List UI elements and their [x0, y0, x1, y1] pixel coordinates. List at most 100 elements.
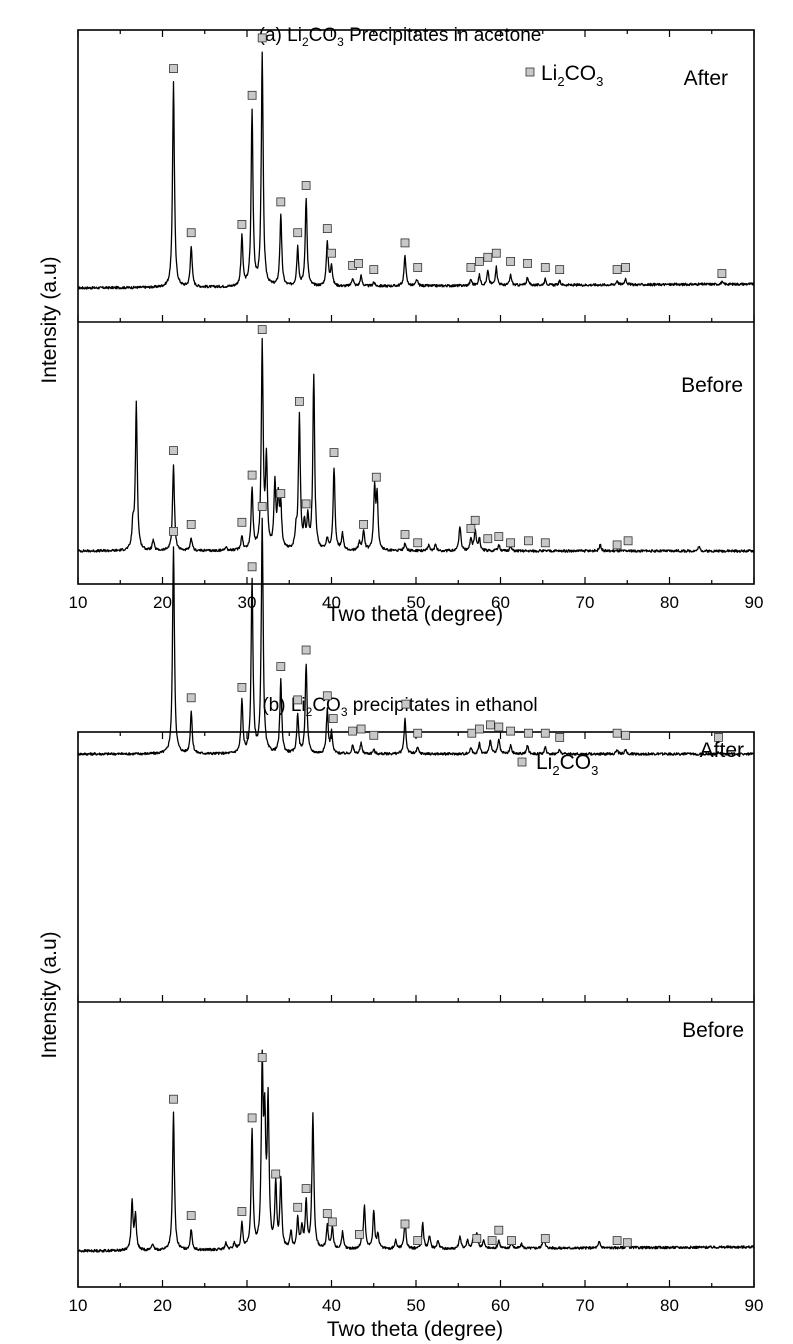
li2co3-marker: [612, 728, 622, 738]
li2co3-marker: [186, 1211, 196, 1220]
chart-b-plot: 10 20 30 40 50 60 70 80 90: [69, 502, 764, 1315]
li2co3-marker: [413, 263, 423, 272]
li2co3-marker: [301, 181, 311, 190]
li2co3-marker: [523, 258, 532, 268]
chart-b-title: (b) Li2CO3 precipitates in ethanol: [262, 695, 537, 719]
li2co3-marker: [322, 224, 332, 234]
li2co3-marker: [356, 724, 366, 734]
chart-b-before-label: Before: [682, 1019, 744, 1042]
li2co3-marker: [413, 538, 423, 548]
x-tick-label: 90: [745, 593, 764, 612]
li2co3-marker: [524, 536, 533, 546]
li2co3-marker: [328, 714, 338, 723]
li2co3-marker: [506, 256, 516, 266]
li2co3-marker: [322, 1209, 332, 1218]
chart-a-after-label: After: [684, 67, 728, 90]
li2co3-marker: [612, 1236, 622, 1245]
li2co3-marker: [294, 396, 304, 406]
li2co3-marker: [621, 263, 630, 272]
li2co3-marker: [247, 90, 257, 100]
plot-frame: [77, 29, 755, 585]
li2co3-marker: [293, 228, 303, 238]
chart-b-after-label: After: [700, 739, 744, 762]
li2co3-marker: [276, 197, 286, 207]
li2co3-marker: [186, 520, 196, 529]
li2co3-marker: [400, 1219, 410, 1229]
li2co3-marker: [257, 1053, 267, 1062]
chart-a-xlabel: Two theta (degree): [327, 603, 503, 626]
li2co3-marker: [555, 265, 565, 275]
li2co3-marker: [622, 1238, 632, 1248]
xrd-trace-after: [77, 51, 755, 290]
li2co3-marker: [621, 730, 630, 740]
chart-b-legend-label: Li2CO3: [536, 751, 598, 778]
li2co3-marker: [717, 269, 727, 279]
x-tick-label: 60: [491, 593, 510, 612]
xrd-trace-before: [77, 1049, 755, 1253]
li2co3-marker: [276, 489, 286, 499]
x-tick-label: 20: [153, 593, 172, 612]
li2co3-marker: [293, 1202, 303, 1212]
li2co3-marker: [237, 1207, 247, 1216]
li2co3-marker: [348, 726, 358, 736]
li2co3-marker: [506, 726, 516, 736]
li2co3-marker: [714, 733, 723, 742]
li2co3-marker: [401, 699, 411, 709]
x-tick-label: 50: [407, 1296, 426, 1315]
chart-a-title: (a) Li2CO3 Precipitates in acetone: [259, 25, 542, 49]
li2co3-marker: [400, 530, 410, 539]
li2co3-marker: [237, 517, 247, 527]
li2co3-marker: [540, 1234, 550, 1243]
legend-marker-icon: [525, 67, 535, 77]
x-tick-label: 70: [576, 1296, 595, 1315]
chart-b-legend: Li2CO3: [517, 751, 598, 778]
li2co3-marker: [247, 1113, 257, 1123]
x-tick-label: 90: [745, 1296, 764, 1315]
chart-a-legend: Li2CO3: [525, 62, 603, 89]
li2co3-marker: [487, 1236, 497, 1245]
li2co3-marker: [494, 532, 504, 541]
x-tick-label: 10: [69, 1296, 88, 1315]
x-tick-label: 80: [660, 593, 679, 612]
li2co3-marker: [237, 219, 247, 229]
chart-b-ylabel: Intensity (a.u): [38, 931, 61, 1058]
chart-a-legend-label: Li2CO3: [541, 62, 603, 89]
li2co3-marker: [247, 470, 257, 480]
li2co3-marker: [472, 1234, 482, 1243]
chart-b-xlabel: Two theta (degree): [327, 1318, 503, 1341]
li2co3-marker: [354, 258, 363, 268]
li2co3-marker: [169, 1094, 178, 1104]
plot-frame: [77, 731, 755, 1288]
li2co3-marker: [524, 728, 533, 738]
li2co3-marker: [327, 1217, 337, 1227]
li2co3-marker: [169, 527, 178, 536]
li2co3-marker: [612, 265, 622, 275]
x-tick-label: 40: [322, 593, 341, 612]
li2co3-marker: [257, 325, 267, 335]
x-tick-label: 30: [238, 593, 257, 612]
xrd-trace-after: [77, 517, 755, 756]
x-tick-label: 60: [491, 1296, 510, 1315]
li2co3-marker: [293, 695, 303, 705]
li2co3-marker: [276, 662, 286, 671]
x-tick-label: 20: [153, 1296, 172, 1315]
x-tick-label: 70: [576, 593, 595, 612]
chart-a-before-label: Before: [681, 374, 743, 397]
li2co3-marker: [322, 691, 332, 701]
li2co3-marker: [169, 64, 178, 73]
li2co3-marker: [327, 248, 336, 258]
li2co3-marker: [271, 1169, 281, 1179]
li2co3-marker: [540, 263, 550, 272]
li2co3-marker: [494, 1225, 504, 1235]
li2co3-marker: [257, 33, 267, 43]
li2co3-marker: [491, 248, 501, 258]
x-tick-label: 40: [322, 1296, 341, 1315]
li2co3-marker: [186, 228, 196, 238]
li2co3-marker: [555, 733, 565, 742]
li2co3-marker: [301, 499, 311, 509]
x-tick-label: 30: [238, 1296, 257, 1315]
li2co3-marker: [369, 265, 379, 275]
li2co3-marker: [474, 256, 484, 266]
li2co3-marker: [466, 263, 476, 272]
li2co3-marker: [369, 730, 379, 740]
